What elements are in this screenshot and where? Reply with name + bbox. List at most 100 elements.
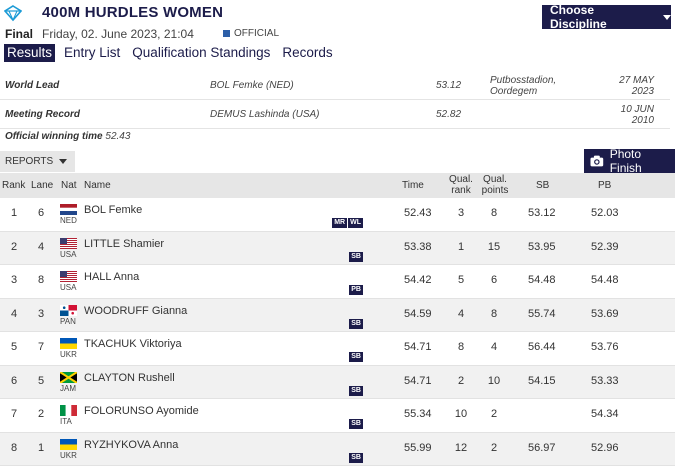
tab-bar: Results Entry List Qualification Standin… [4, 44, 336, 62]
cell-athlete-name[interactable]: RYZHYKOVA Anna [84, 438, 179, 451]
col-nat: Nat [61, 180, 77, 191]
cell-qual-rank: 4 [457, 307, 465, 320]
col-sb: SB [536, 180, 550, 191]
cell-lane: 3 [38, 307, 45, 320]
record-athlete: DEMUS Lashinda (USA) [210, 109, 320, 120]
cell-qual-rank: 1 [457, 240, 465, 253]
tab-entry-list[interactable]: Entry List [64, 45, 121, 60]
cell-athlete-name[interactable]: CLAYTON Rushell [84, 371, 175, 384]
ukr-flag-icon [60, 438, 77, 450]
badges: SB [349, 352, 363, 362]
col-qual-rank: Qual. rank [449, 174, 473, 196]
table-row[interactable]: 2 4 USA LITTLE Shamier SB 53.38 1 15 53.… [0, 231, 675, 265]
round-label: Final [5, 27, 34, 41]
chevron-down-icon [663, 14, 671, 20]
cell-qual-points: 8 [490, 207, 498, 219]
cell-rank: 5 [11, 341, 18, 353]
tab-records[interactable]: Records [282, 45, 333, 60]
cell-rank: 7 [11, 408, 18, 420]
official-winning-time: Official winning time 52.43 [5, 131, 130, 142]
photo-finish-label: Photo Finish [609, 147, 642, 175]
cell-sb: 55.74 [528, 307, 556, 320]
cell-qual-rank: 2 [457, 374, 465, 387]
cell-athlete-name[interactable]: LITTLE Shamier [84, 237, 165, 250]
cell-pb: 54.48 [591, 274, 619, 286]
ita-flag-icon [60, 405, 77, 416]
cell-sb: 56.97 [528, 441, 556, 454]
cell-athlete-name[interactable]: TKACHUK Viktoriya [84, 338, 182, 350]
record-date: 27 MAY 2023 [619, 75, 654, 97]
badges: PB [349, 285, 363, 295]
records-table: World Lead BOL Femke (NED) 53.12 Putboss… [0, 71, 670, 129]
table-row[interactable]: 8 1 UKR RYZHYKOVA Anna SB 55.99 12 2 56.… [0, 432, 675, 466]
cell-qual-rank: 8 [457, 341, 465, 353]
cell-rank: 1 [11, 207, 18, 219]
photo-finish-button[interactable]: Photo Finish [584, 147, 675, 175]
badges: MR WL [332, 218, 363, 228]
cell-sb: 54.15 [528, 374, 556, 387]
cell-time: 55.34 [404, 408, 432, 420]
record-badge: SB [349, 251, 363, 262]
cell-qual-points: 4 [490, 341, 498, 353]
cell-lane: 4 [38, 240, 45, 253]
cell-athlete-name[interactable]: HALL Anna [84, 271, 140, 283]
pan-flag-icon [60, 304, 77, 316]
table-row[interactable]: 4 3 PAN WOODRUFF Gianna SB 54.59 4 8 55.… [0, 298, 675, 332]
col-lane: Lane [31, 180, 54, 191]
col-rank: Rank [2, 180, 26, 191]
cell-nat: PAN [60, 316, 76, 326]
cell-nat: NED [60, 216, 77, 225]
reports-dropdown[interactable]: REPORTS [0, 151, 75, 172]
cell-qual-points: 2 [490, 408, 498, 420]
cell-pb: 53.33 [591, 374, 619, 387]
record-row: Meeting Record DEMUS Lashinda (USA) 52.8… [0, 100, 670, 129]
diamond-league-logo-icon [4, 5, 22, 22]
cell-qual-points: 2 [490, 441, 498, 454]
record-badge: SB [349, 352, 363, 362]
table-row[interactable]: 1 6 NED BOL Femke MR WL 52.43 3 8 53.12 5… [0, 198, 675, 232]
record-badge: SB [349, 318, 363, 329]
badges: SB [349, 452, 363, 463]
cell-time: 54.42 [404, 274, 432, 286]
reports-label: REPORTS [5, 156, 54, 167]
table-row[interactable]: 7 2 ITA FOLORUNSO Ayomide SB 55.34 10 2 … [0, 399, 675, 433]
cell-nat: USA [60, 249, 77, 259]
table-row[interactable]: 5 7 UKR TKACHUK Viktoriya SB 54.71 8 4 5… [0, 332, 675, 366]
record-badge: SB [349, 452, 363, 463]
cell-rank: 2 [11, 240, 18, 253]
cell-qual-rank: 3 [457, 207, 465, 219]
status-badge: OFFICIAL [223, 28, 279, 39]
cell-sb: 53.12 [528, 207, 556, 219]
tab-qualification-standings[interactable]: Qualification Standings [132, 45, 271, 60]
record-badge: SB [349, 385, 363, 396]
cell-time: 55.99 [404, 441, 432, 454]
table-row[interactable]: 6 5 JAM CLAYTON Rushell SB 54.71 2 10 54… [0, 365, 675, 399]
table-row[interactable]: 3 8 USA HALL Anna PB 54.42 5 6 54.48 54.… [0, 265, 675, 299]
cell-athlete-name[interactable]: BOL Femke [84, 204, 143, 216]
tab-results[interactable]: Results [4, 44, 56, 62]
cell-pb: 52.03 [591, 207, 619, 219]
cell-lane: 8 [38, 274, 45, 286]
cell-athlete-name[interactable]: WOODRUFF Gianna [84, 304, 188, 317]
cell-nat: UKR [60, 450, 77, 460]
cell-lane: 7 [38, 341, 45, 353]
usa-flag-icon [60, 271, 77, 282]
cell-lane: 6 [38, 207, 45, 219]
record-label: Meeting Record [5, 109, 81, 120]
col-name: Name [84, 180, 111, 191]
badges: SB [349, 318, 363, 329]
cell-qual-rank: 10 [454, 408, 468, 420]
cell-qual-points: 15 [487, 240, 501, 253]
record-row: World Lead BOL Femke (NED) 53.12 Putboss… [0, 71, 670, 100]
cell-rank: 3 [11, 274, 18, 286]
cell-athlete-name[interactable]: FOLORUNSO Ayomide [84, 405, 199, 417]
record-time: 52.82 [436, 109, 462, 120]
cell-nat: ITA [60, 417, 72, 426]
usa-flag-icon [60, 237, 77, 249]
header: 400M HURDLES WOMEN Final Friday, 02. Jun… [0, 0, 680, 44]
badges: SB [349, 385, 363, 396]
record-badge: MR [332, 218, 348, 228]
choose-discipline-button[interactable]: Choose Discipline [542, 3, 671, 31]
status-label: OFFICIAL [234, 28, 280, 39]
cell-qual-points: 10 [487, 374, 501, 387]
